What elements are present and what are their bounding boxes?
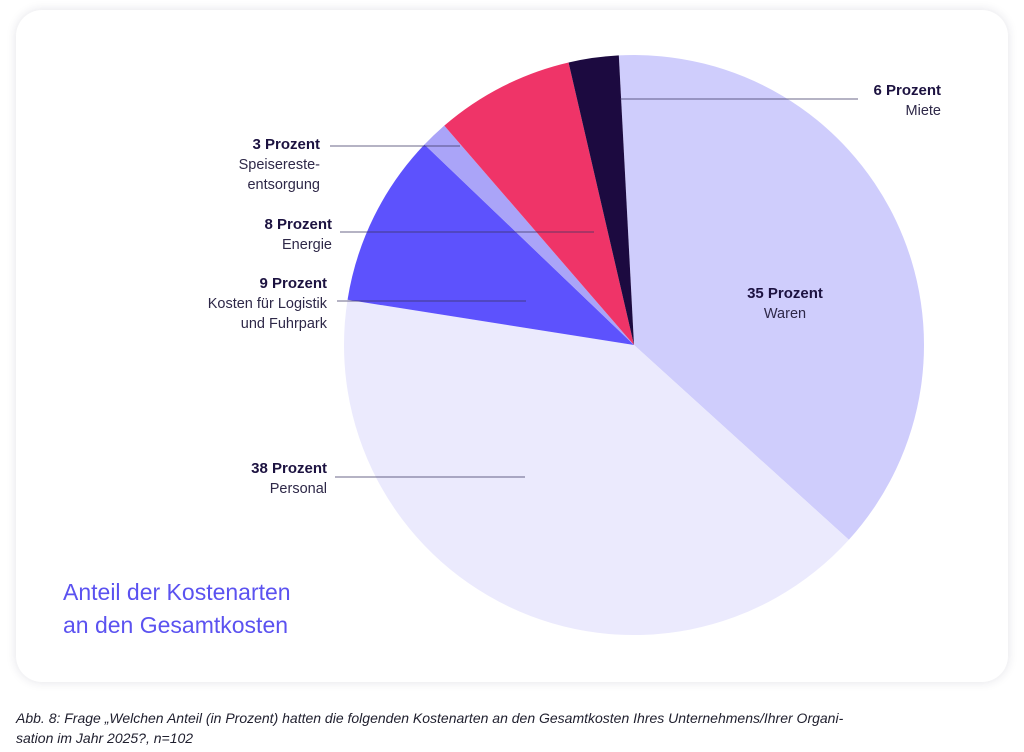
- slice-label-name-miete: Miete: [906, 103, 941, 119]
- slice-label-name-personal: Personal: [270, 481, 327, 497]
- slice-label-pct-personal: 38 Prozent: [251, 460, 327, 477]
- slice-label-name-logistik: und Fuhrpark: [241, 316, 328, 332]
- slice-label-pct-speisereste: 3 Prozent: [252, 136, 320, 153]
- pie-slice-waren: [618, 55, 924, 540]
- slice-label-name-waren: Waren: [764, 306, 806, 322]
- slice-label-pct-waren: 35 Prozent: [747, 285, 823, 302]
- chart-title: Anteil der Kostenarten an den Gesamtkost…: [63, 576, 291, 642]
- slice-label-name-energie: Energie: [282, 237, 332, 253]
- pie-slices: [343, 55, 924, 636]
- caption-line: sation im Jahr 2025?, n=102: [16, 730, 194, 746]
- pie-slice-miete: [568, 55, 634, 346]
- slice-label-pct-energie: 8 Prozent: [264, 216, 332, 233]
- chart-title-line: an den Gesamtkosten: [63, 612, 289, 638]
- slice-label-name-speisereste: Speisereste-: [239, 157, 321, 173]
- pie-slice-personal: [343, 299, 849, 636]
- pie-slice-logistik: [347, 144, 634, 345]
- slice-label-name-speisereste: entsorgung: [247, 177, 320, 193]
- pie-slice-energie: [444, 62, 634, 345]
- pie-slice-speisereste: [424, 125, 634, 346]
- caption-line: Abb. 8: Frage „Welchen Anteil (in Prozen…: [16, 710, 844, 726]
- slice-labels: 35 Prozent Waren 38 Prozent Personal 9 Proze…: [208, 82, 941, 497]
- figure-caption: Abb. 8: Frage „Welchen Anteil (in Prozen…: [16, 708, 1016, 748]
- slice-label-pct-miete: 6 Prozent: [873, 82, 941, 99]
- chart-title-line: Anteil der Kostenarten: [63, 579, 291, 605]
- leader-lines: [330, 98, 858, 478]
- slice-label-pct-logistik: 9 Prozent: [259, 275, 327, 292]
- slice-label-name-logistik: Kosten für Logistik: [208, 296, 328, 312]
